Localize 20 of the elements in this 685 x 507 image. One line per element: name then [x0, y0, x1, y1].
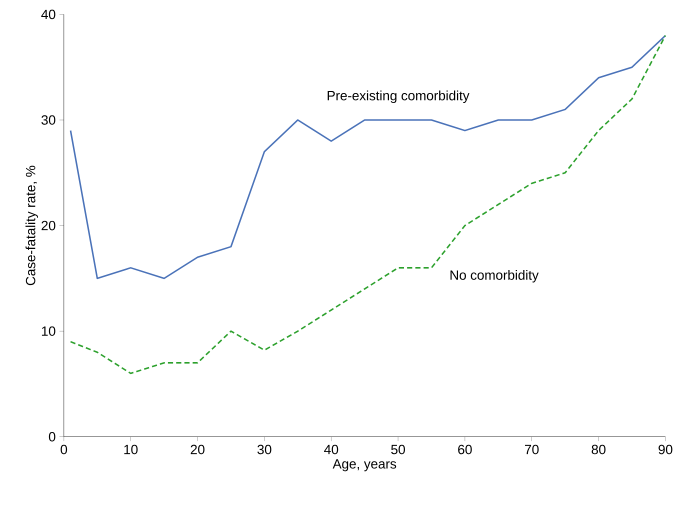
y-tick-label: 30 — [41, 115, 56, 125]
x-tick-label: 50 — [391, 444, 405, 454]
x-tick-label: 20 — [190, 444, 204, 454]
y-tick-label: 20 — [42, 220, 56, 230]
x-axis-title: Age, years — [332, 459, 396, 472]
x-tick-label: 40 — [324, 444, 338, 454]
x-tick-label: 80 — [592, 444, 606, 454]
series-label: Pre-existing comorbidity — [328, 90, 470, 104]
x-tick-label: 30 — [257, 444, 272, 454]
series-label: No comorbidity — [450, 270, 539, 283]
y-tick-label: 10 — [42, 326, 56, 336]
y-tick-label: 40 — [41, 10, 56, 20]
x-tick-label: 10 — [124, 444, 138, 454]
y-axis-title: Case-fatality rate, % — [26, 166, 38, 286]
x-tick-label: 60 — [458, 444, 472, 454]
x-tick-label: 0 — [60, 444, 68, 454]
line-series — [70, 34, 666, 374]
y-tick-label: 0 — [48, 432, 56, 442]
x-tick-label: 70 — [524, 444, 539, 454]
x-tick-label: 90 — [658, 444, 672, 454]
